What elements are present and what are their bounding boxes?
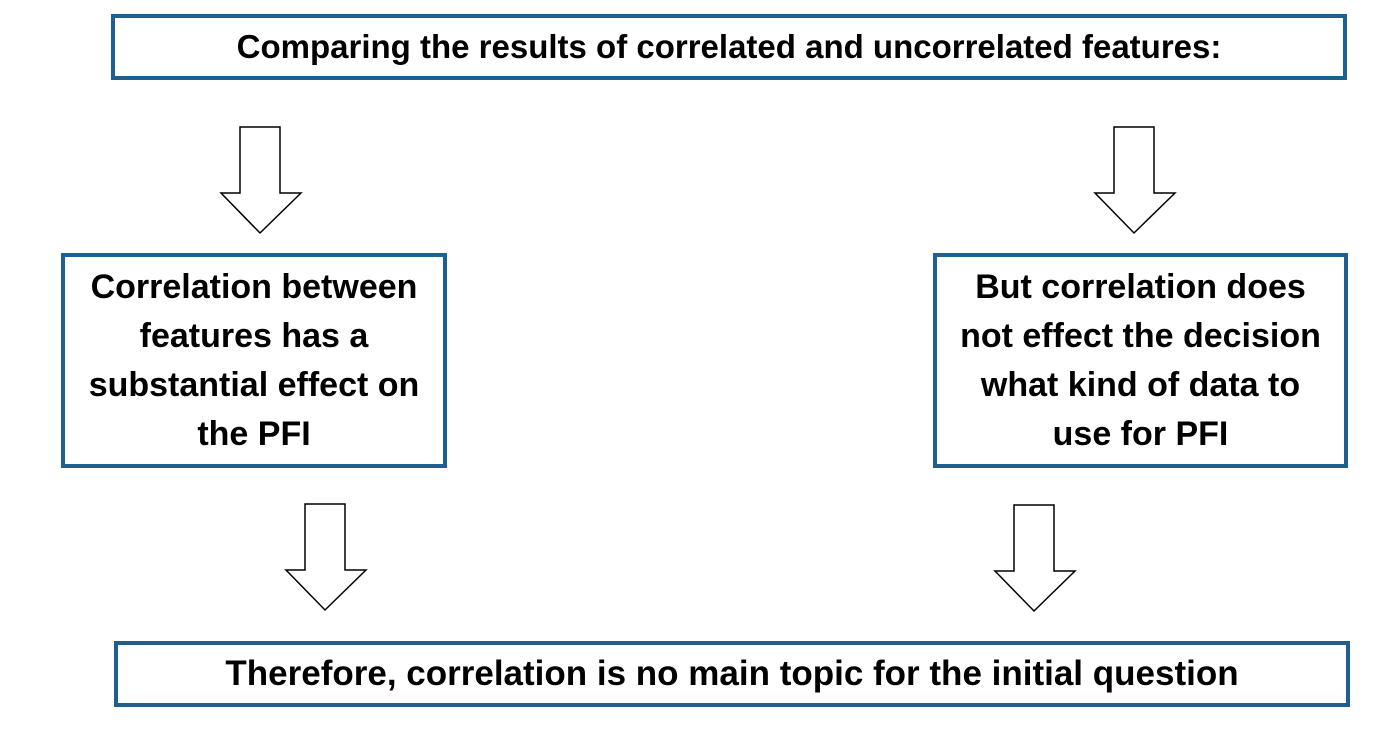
arrow-down-icon: [1093, 126, 1177, 235]
correlation-effect-text: Correlation between features has a subst…: [88, 267, 420, 453]
conclusion-text: Therefore, correlation is no main topic …: [225, 654, 1239, 693]
arrow-down-icon: [993, 504, 1077, 613]
arrow-down-icon: [219, 126, 303, 235]
heading-box: Comparing the results of correlated and …: [111, 14, 1347, 80]
arrow-down-icon: [284, 503, 368, 612]
correlation-effect-box: Correlation between features has a subst…: [61, 253, 447, 468]
data-decision-box: But correlation does not effect the deci…: [933, 253, 1348, 468]
conclusion-box: Therefore, correlation is no main topic …: [114, 641, 1350, 707]
heading-text: Comparing the results of correlated and …: [236, 28, 1222, 65]
data-decision-text: But correlation does not effect the deci…: [960, 267, 1321, 453]
